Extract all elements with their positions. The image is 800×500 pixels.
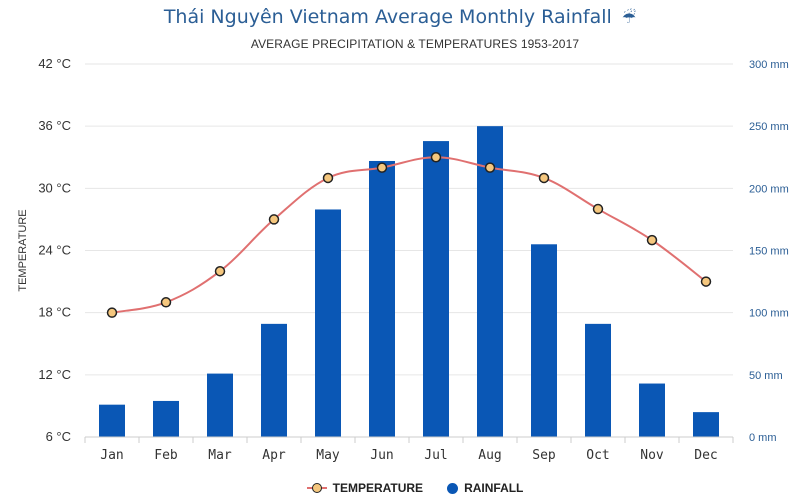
y-left-tick-label: 6 °C <box>46 429 71 444</box>
x-tick-label: Jan <box>100 448 123 463</box>
chart-title: Thái Nguyên Vietnam Average Monthly Rain… <box>0 6 800 28</box>
rainfall-bar <box>261 323 287 437</box>
y-left-tick-label: 36 °C <box>38 118 71 133</box>
legend-item-temperature[interactable]: TEMPERATURE <box>306 481 424 495</box>
x-tick-label: May <box>316 448 340 463</box>
chart-legend: TEMPERATURE RAINFALL <box>0 481 800 495</box>
y-right-tick-label: 300 mm <box>749 59 789 71</box>
rainfall-bar <box>99 404 125 437</box>
x-tick-label: Feb <box>154 448 178 463</box>
y-left-tick-label: 24 °C <box>38 243 71 258</box>
rainfall-bar <box>693 412 719 437</box>
y-right-tick-label: 50 mm <box>749 370 783 382</box>
rainfall-bar <box>423 141 449 437</box>
x-tick-label: Jul <box>424 448 447 463</box>
legend-rainfall-label: RAINFALL <box>464 481 524 495</box>
temperature-point <box>484 162 496 173</box>
x-tick-label: Mar <box>208 448 232 463</box>
x-tick-label: Jun <box>370 448 393 463</box>
chart-title-text: Thái Nguyên Vietnam Average Monthly Rain… <box>163 6 612 28</box>
temperature-point <box>592 203 604 215</box>
rainfall-bar <box>477 126 503 438</box>
rainfall-bar <box>153 400 179 437</box>
temperature-point <box>430 152 442 163</box>
temperature-line <box>111 156 707 314</box>
legend-rainfall-symbol <box>447 482 459 494</box>
rainfall-bar <box>315 209 341 437</box>
umbrella-icon: ☔ <box>621 8 637 27</box>
rainfall-bar <box>369 160 395 438</box>
rainfall-bar <box>531 244 557 437</box>
y-right-tick-label: 200 mm <box>749 183 789 195</box>
legend-temperature-label: TEMPERATURE <box>332 481 424 495</box>
y-left-tick-label: 18 °C <box>38 305 71 320</box>
temperature-point <box>322 172 334 184</box>
y-left-tick-label: 42 °C <box>38 56 71 71</box>
temperature-point <box>268 214 280 225</box>
chart-subtitle: AVERAGE PRECIPITATION & TEMPERATURES 195… <box>250 37 580 51</box>
temperature-point <box>376 162 388 173</box>
y-right-tick-label: 100 mm <box>749 308 789 320</box>
temperature-point <box>106 307 118 318</box>
y-left-axis-label: TEMPERATURE <box>17 209 29 291</box>
x-tick-label: Oct <box>586 448 609 463</box>
legend-item-rainfall[interactable]: RAINFALL <box>447 481 523 495</box>
y-left-tick-label: 30 °C <box>38 180 71 195</box>
y-right-tick-label: 0 mm <box>749 432 777 444</box>
y-left-tick-label: 12 °C <box>38 367 71 382</box>
x-tick-label: Apr <box>262 448 286 463</box>
x-tick-label: Nov <box>640 448 664 463</box>
temperature-point <box>700 276 712 287</box>
temperature-point <box>160 297 172 308</box>
temperature-point <box>646 234 658 246</box>
temperature-point <box>214 265 226 277</box>
x-tick-label: Sep <box>532 448 556 463</box>
y-right-tick-label: 150 mm <box>749 246 789 258</box>
rainfall-bar <box>639 383 665 437</box>
x-tick-label: Dec <box>694 448 717 463</box>
x-tick-label: Aug <box>478 448 501 463</box>
y-right-tick-label: 250 mm <box>749 121 789 133</box>
rainfall-bar <box>207 373 233 437</box>
temperature-point <box>538 172 550 184</box>
legend-temperature-symbol <box>306 482 327 494</box>
rainfall-bar <box>585 323 611 437</box>
